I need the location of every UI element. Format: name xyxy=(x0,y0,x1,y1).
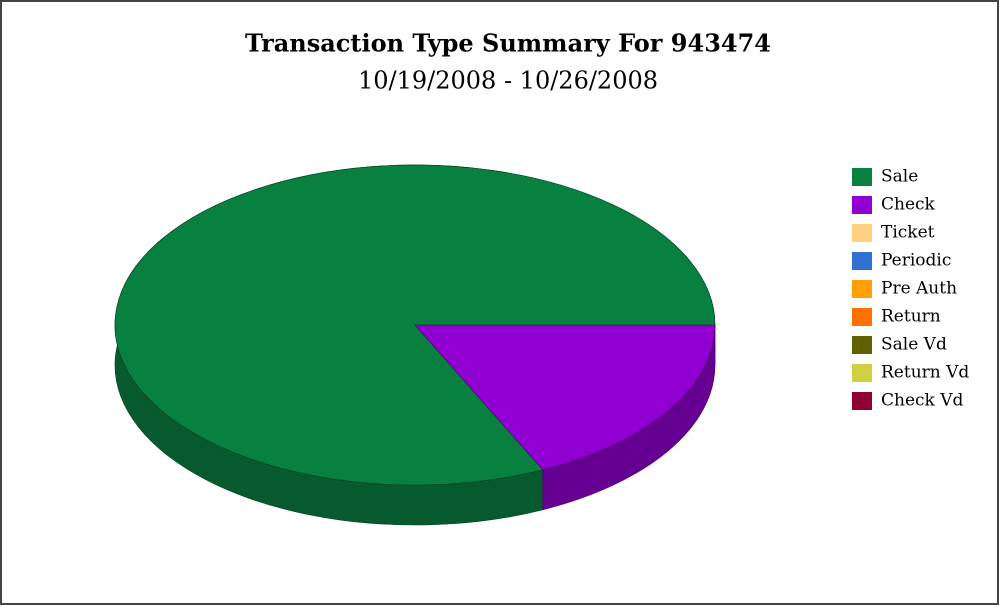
legend-swatch xyxy=(852,364,872,382)
legend-swatch xyxy=(852,196,872,214)
slice-tops xyxy=(114,164,716,486)
legend-swatch xyxy=(852,336,872,354)
legend-label: Periodic xyxy=(881,251,951,271)
legend-swatch xyxy=(852,168,872,186)
chart-title: Transaction Type Summary For 943474 xyxy=(245,29,771,58)
legend-swatch xyxy=(852,224,872,242)
pie-slice xyxy=(414,324,716,471)
legend-swatch xyxy=(852,252,872,270)
legend-swatch xyxy=(852,392,872,410)
legend-label: Sale xyxy=(881,167,918,187)
legend-label: Ticket xyxy=(881,223,935,243)
legend-label: Sale Vd xyxy=(881,335,947,355)
legend-label: Pre Auth xyxy=(881,279,957,299)
legend-label: Return xyxy=(881,307,941,327)
chart-subtitle: 10/19/2008 - 10/26/2008 xyxy=(358,67,658,95)
legend-swatch xyxy=(852,280,872,298)
legend-label: Check xyxy=(881,195,936,215)
legend-label: Check Vd xyxy=(881,391,964,411)
legend-swatch xyxy=(852,308,872,326)
legend-label: Return Vd xyxy=(881,363,969,383)
